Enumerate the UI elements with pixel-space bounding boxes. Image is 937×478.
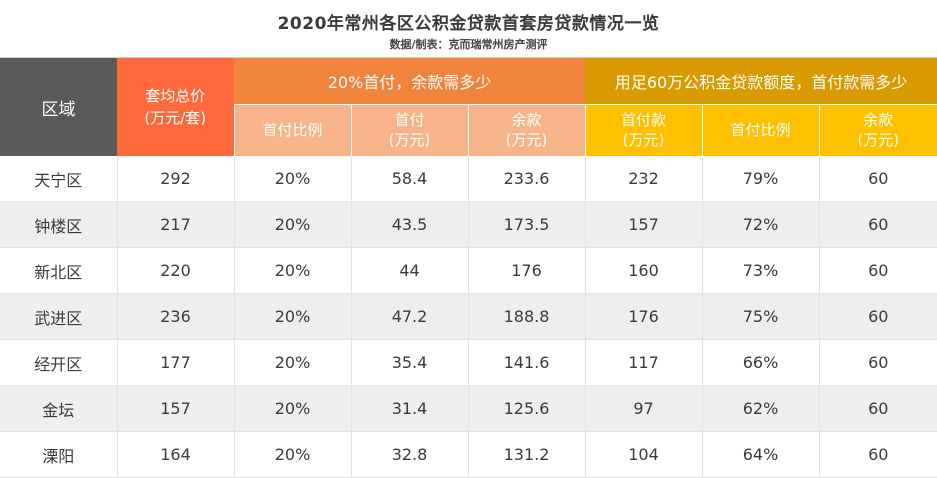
table-body: 天宁区 292 20% 58.4 233.6 232 79% 60 钟楼区 217 20% 43.5 1… [0,156,937,478]
cell-a-down-payment-ratio: 20% [233,201,351,248]
cell-avg-total-price: 236 [116,293,234,340]
header-group-60w-loan: 用足60万公积金贷款额度，首付款需多少 [585,58,937,105]
cell-a-down-payment: 43.5 [350,201,468,248]
cell-a-down-payment-ratio: 20% [233,156,351,202]
cell-avg-total-price: 292 [116,156,234,202]
cell-b-down-payment: 232 [584,156,703,202]
cell-b-remaining: 60 [818,431,937,478]
cell-b-down-payment: 117 [584,339,703,386]
cell-b-remaining: 60 [818,247,937,294]
sub-header-a-down-payment-line2: (万元) [388,131,431,150]
cell-b-down-payment-ratio: 62% [701,385,820,432]
cell-b-remaining: 60 [818,339,937,386]
cell-a-down-payment-ratio: 20% [233,339,351,386]
table-row: 武进区 236 20% 47.2 188.8 176 75% 60 [0,293,937,340]
cell-a-down-payment: 44 [350,247,468,294]
header-avg-total-price-line1: 套均总价 [145,87,206,105]
cell-a-down-payment-ratio: 20% [233,247,351,294]
page-subtitle: 数据/制表：克而瑞常州房产测评 [389,38,548,51]
sub-header-row: 首付比例 首付 (万元) 余款 (万元) 首付款 (万元) 首付比例 余款 (万元) [0,104,937,156]
sub-header-a-remaining-line2: (万元) [505,131,548,150]
cell-avg-total-price: 157 [116,385,234,432]
cell-b-down-payment: 97 [584,385,703,432]
header-avg-total-price: 套均总价 (万元/套) [117,58,234,156]
cell-b-remaining: 60 [818,293,937,340]
sub-header-a-down-payment: 首付 (万元) [350,104,468,156]
cell-a-remaining: 188.8 [467,293,586,340]
cell-b-down-payment: 157 [584,201,703,248]
cell-a-remaining: 173.5 [467,201,586,248]
cell-avg-total-price: 164 [116,431,234,478]
cell-b-down-payment: 104 [584,431,703,478]
table-row: 新北区 220 20% 44 176 160 73% 60 [0,247,937,294]
cell-avg-total-price: 217 [116,201,234,248]
cell-a-remaining: 233.6 [467,156,586,202]
cell-b-down-payment-ratio: 64% [701,431,820,478]
cell-region: 新北区 [0,247,117,294]
cell-a-down-payment-ratio: 20% [233,385,351,432]
cell-b-down-payment: 160 [584,247,703,294]
sub-header-b-remaining: 余款 (万元) [818,104,937,156]
sub-header-b-down-payment-ratio: 首付比例 [701,104,820,156]
sub-header-b-down-payment-line2: (万元) [622,131,665,150]
cell-a-down-payment: 58.4 [350,156,468,202]
cell-b-down-payment-ratio: 79% [701,156,820,202]
header-group-20pct: 20%首付，余款需多少 [234,58,586,105]
cell-b-remaining: 60 [818,201,937,248]
cell-a-down-payment: 31.4 [350,385,468,432]
cell-a-down-payment-ratio: 20% [233,293,351,340]
sub-header-b-down-payment: 首付款 (万元) [584,104,703,156]
sub-header-b-down-payment-line1: 首付款 [621,111,667,130]
cell-avg-total-price: 177 [116,339,234,386]
cell-a-down-payment-ratio: 20% [233,431,351,478]
cell-a-down-payment: 47.2 [350,293,468,340]
table-header: 区域 套均总价 (万元/套) 20%首付，余款需多少 用足60万公积金贷款额度，… [0,58,937,156]
cell-region: 溧阳 [0,431,117,478]
cell-b-remaining: 60 [818,156,937,202]
sub-header-a-down-payment-line1: 首付 [394,111,425,130]
cell-region: 武进区 [0,293,117,340]
cell-a-down-payment: 35.4 [350,339,468,386]
cell-region: 天宁区 [0,156,117,202]
cell-avg-total-price: 220 [116,247,234,294]
cell-b-down-payment-ratio: 66% [701,339,820,386]
table-row: 溧阳 164 20% 32.8 131.2 104 64% 60 [0,431,937,478]
title-block: 2020年常州各区公积金贷款首套房贷款情况一览 数据/制表：克而瑞常州房产测评 [0,0,937,58]
cell-b-down-payment-ratio: 75% [701,293,820,340]
table-row: 经开区 177 20% 35.4 141.6 117 66% 60 [0,339,937,386]
table-row: 钟楼区 217 20% 43.5 173.5 157 72% 60 [0,201,937,248]
loan-table: 区域 套均总价 (万元/套) 20%首付，余款需多少 用足60万公积金贷款额度，… [0,58,937,478]
page-title: 2020年常州各区公积金贷款首套房贷款情况一览 [277,14,660,34]
sub-header-a-remaining-line1: 余款 [511,111,542,130]
cell-a-remaining: 176 [467,247,586,294]
cell-b-down-payment-ratio: 73% [701,247,820,294]
sub-header-b-remaining-line1: 余款 [863,111,894,130]
sub-header-a-down-payment-ratio-line1: 首付比例 [262,121,323,140]
header-avg-total-price-line2: (万元/套) [144,109,207,127]
cell-region: 金坛 [0,385,117,432]
table-row: 天宁区 292 20% 58.4 233.6 232 79% 60 [0,156,937,202]
cell-b-remaining: 60 [818,385,937,432]
sub-header-b-down-payment-ratio-line1: 首付比例 [730,121,791,140]
table-row: 金坛 157 20% 31.4 125.6 97 62% 60 [0,385,937,432]
cell-b-down-payment-ratio: 72% [701,201,820,248]
cell-a-remaining: 125.6 [467,385,586,432]
cell-b-down-payment: 176 [584,293,703,340]
cell-a-down-payment: 32.8 [350,431,468,478]
cell-a-remaining: 141.6 [467,339,586,386]
cell-a-remaining: 131.2 [467,431,586,478]
cell-region: 钟楼区 [0,201,117,248]
sub-header-a-down-payment-ratio: 首付比例 [233,104,351,156]
sub-header-a-remaining: 余款 (万元) [467,104,586,156]
sub-header-b-remaining-line2: (万元) [857,131,900,150]
header-region: 区域 [0,58,117,156]
cell-region: 经开区 [0,339,117,386]
